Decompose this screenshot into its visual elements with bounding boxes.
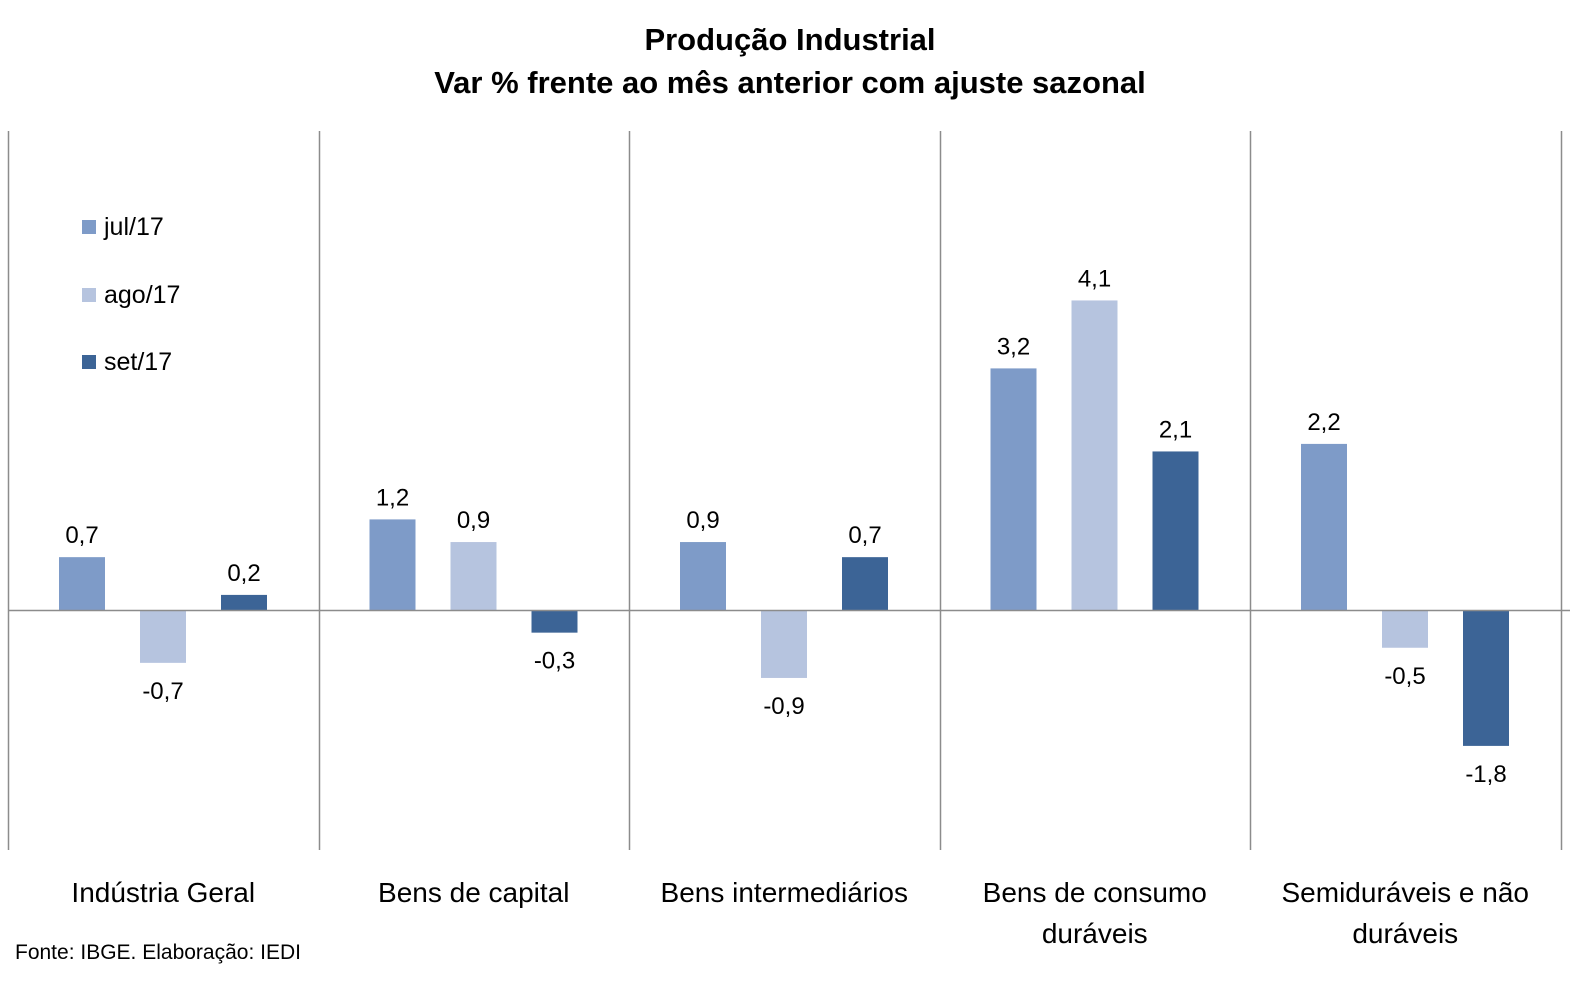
data-label: 0,7: [65, 522, 98, 549]
legend-item: ago/17: [82, 280, 180, 310]
data-label: 0,2: [227, 560, 260, 587]
bar-jul-17-0: [59, 557, 105, 610]
legend-swatch: [82, 355, 96, 369]
bar-set-17-4: [1463, 610, 1509, 746]
legend-swatch: [82, 288, 96, 302]
legend-item: set/17: [82, 347, 172, 377]
data-label: -0,5: [1384, 663, 1425, 690]
legend-item: jul/17: [82, 212, 164, 242]
category-label: Semiduráveis e não duráveis: [1281, 877, 1529, 949]
bar-jul-17-2: [680, 542, 726, 610]
category-label: Bens de capital: [378, 877, 570, 908]
data-label: -0,9: [763, 693, 804, 720]
category-label: Bens de consumo duráveis: [982, 877, 1207, 949]
bar-set-17-0: [221, 594, 267, 610]
data-label: 0,9: [457, 507, 490, 534]
bar-jul-17-3: [990, 368, 1037, 610]
data-label: -0,3: [534, 648, 575, 675]
legend-label: set/17: [104, 348, 173, 376]
data-label: 0,9: [686, 507, 719, 534]
category-label: Indústria Geral: [71, 877, 256, 908]
legend-label: jul/17: [104, 213, 164, 241]
category-label: Bens intermediários: [660, 877, 908, 908]
data-label: -0,7: [142, 678, 183, 705]
data-label: 2,1: [1159, 416, 1192, 443]
bar-ago-17-3: [1071, 300, 1118, 610]
bar-ago-17-2: [761, 610, 807, 678]
data-label: -1,8: [1465, 761, 1506, 788]
data-label: 2,2: [1307, 409, 1340, 436]
bar-set-17-1: [531, 610, 578, 633]
chart-subtitle: Var % frente ao mês anterior com ajuste …: [434, 65, 1146, 100]
bar-ago-17-0: [140, 610, 186, 663]
source-note: Fonte: IBGE. Elaboração: IEDI: [15, 941, 301, 964]
legend-label: ago/17: [104, 281, 181, 309]
bar-set-17-2: [842, 557, 888, 610]
data-label: 1,2: [376, 484, 409, 511]
bar-jul-17-4: [1301, 443, 1347, 610]
bar-set-17-3: [1152, 451, 1199, 610]
bar-ago-17-4: [1382, 610, 1428, 648]
data-label: 0,7: [848, 522, 881, 549]
data-label: 4,1: [1078, 265, 1111, 292]
chart-title: Produção Industrial: [644, 22, 936, 57]
bar-jul-17-1: [369, 519, 416, 610]
legend-swatch: [82, 220, 96, 234]
data-label: 3,2: [997, 333, 1030, 360]
bar-ago-17-1: [450, 542, 497, 610]
